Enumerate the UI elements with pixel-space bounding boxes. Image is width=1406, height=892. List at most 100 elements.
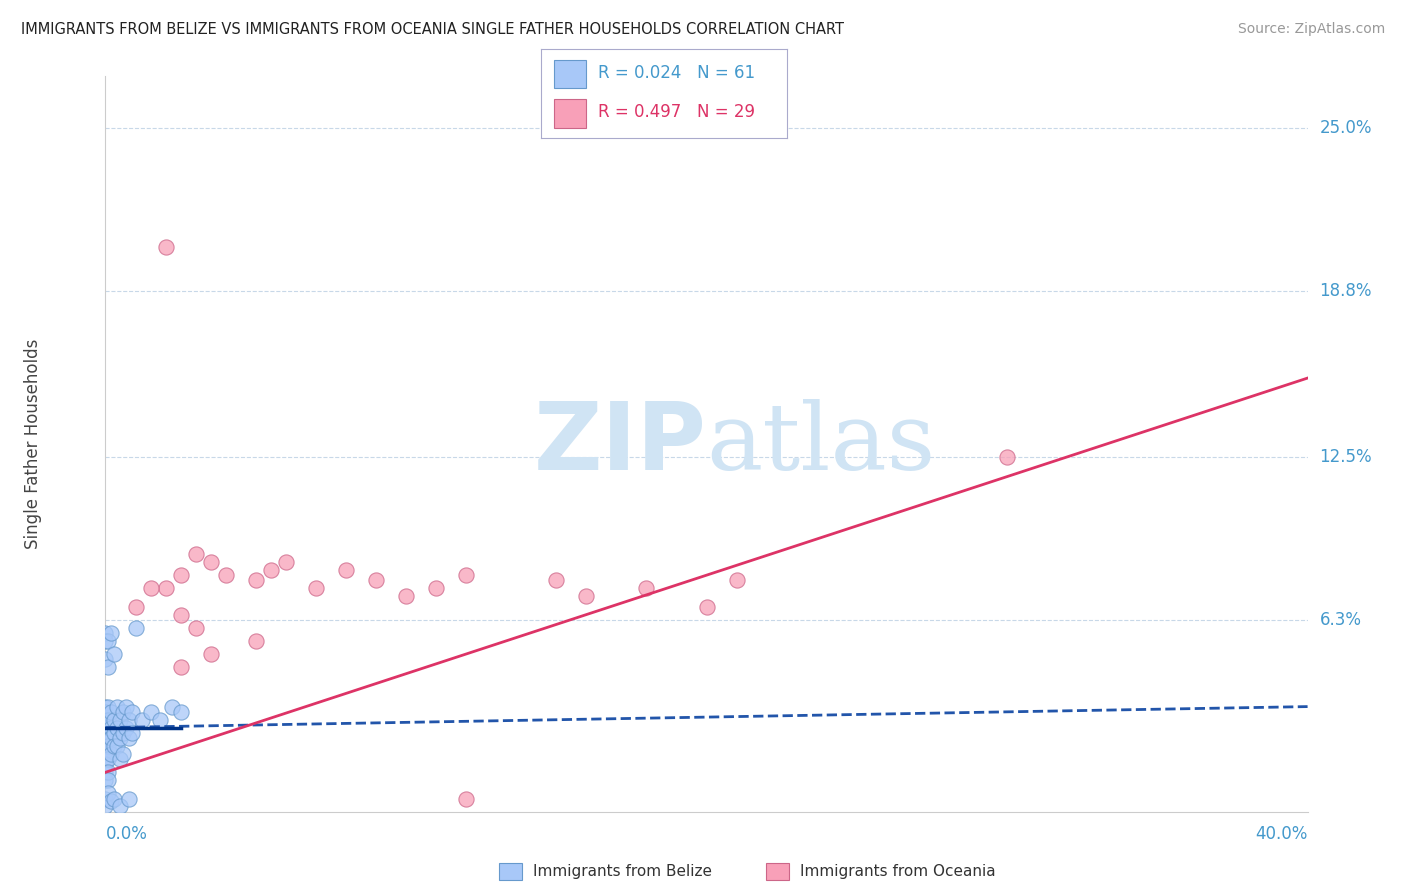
Point <box>124 599 146 614</box>
Point <box>112 726 135 740</box>
Point <box>100 705 122 719</box>
Point <box>103 791 125 805</box>
Point <box>169 568 191 582</box>
Point <box>94 633 117 648</box>
Point <box>94 699 117 714</box>
Point <box>94 705 117 719</box>
Point <box>110 731 132 746</box>
Point <box>94 773 117 788</box>
Text: Single Father Households: Single Father Households <box>24 339 42 549</box>
Point <box>103 739 125 753</box>
Point <box>112 747 135 761</box>
Bar <box>554 99 586 128</box>
Point <box>97 773 120 788</box>
Point <box>155 582 177 596</box>
Point <box>115 699 138 714</box>
Point <box>118 791 141 805</box>
Text: Immigrants from Belize: Immigrants from Belize <box>533 864 711 879</box>
Text: R = 0.024   N = 61: R = 0.024 N = 61 <box>598 64 755 82</box>
Point <box>94 626 117 640</box>
Text: R = 0.497   N = 29: R = 0.497 N = 29 <box>598 103 755 121</box>
Point <box>97 660 120 674</box>
Point <box>245 633 267 648</box>
Point <box>110 799 132 814</box>
Point <box>97 786 120 800</box>
Point <box>214 568 236 582</box>
Point <box>118 713 141 727</box>
Point <box>110 752 132 766</box>
Point <box>184 547 207 561</box>
Point <box>160 699 183 714</box>
Text: IMMIGRANTS FROM BELIZE VS IMMIGRANTS FROM OCEANIA SINGLE FATHER HOUSEHOLDS CORRE: IMMIGRANTS FROM BELIZE VS IMMIGRANTS FRO… <box>21 22 844 37</box>
Text: 25.0%: 25.0% <box>1320 120 1372 137</box>
Text: atlas: atlas <box>707 399 936 489</box>
Point <box>97 633 120 648</box>
Point <box>94 713 117 727</box>
Point <box>725 574 748 588</box>
Point <box>110 713 132 727</box>
Point <box>100 721 122 735</box>
Point <box>260 563 283 577</box>
Text: 40.0%: 40.0% <box>1256 825 1308 843</box>
Point <box>94 721 117 735</box>
Point <box>575 589 598 603</box>
Text: Source: ZipAtlas.com: Source: ZipAtlas.com <box>1237 22 1385 37</box>
Point <box>245 574 267 588</box>
Point <box>155 240 177 254</box>
Point <box>103 726 125 740</box>
Point <box>103 647 125 661</box>
Point <box>107 739 129 753</box>
Point <box>425 582 447 596</box>
Point <box>94 739 117 753</box>
Point <box>100 747 122 761</box>
Point <box>454 791 477 805</box>
Point <box>124 621 146 635</box>
Text: 6.3%: 6.3% <box>1320 611 1361 629</box>
Text: 18.8%: 18.8% <box>1320 283 1372 301</box>
Point <box>139 705 162 719</box>
Point <box>274 555 297 569</box>
Point <box>115 721 138 735</box>
Point <box>305 582 328 596</box>
Point <box>139 582 162 596</box>
Point <box>94 744 117 758</box>
Point <box>107 721 129 735</box>
Text: 12.5%: 12.5% <box>1320 448 1372 466</box>
Point <box>335 563 357 577</box>
Point <box>169 705 191 719</box>
Point <box>112 705 135 719</box>
Point <box>169 607 191 622</box>
Point <box>184 621 207 635</box>
Point <box>121 726 143 740</box>
Point <box>118 731 141 746</box>
Point <box>100 626 122 640</box>
Point <box>97 713 120 727</box>
Point <box>200 647 222 661</box>
Text: Immigrants from Oceania: Immigrants from Oceania <box>800 864 995 879</box>
Bar <box>554 60 586 88</box>
Point <box>546 574 568 588</box>
Point <box>97 699 120 714</box>
Point <box>94 791 117 805</box>
Point <box>121 705 143 719</box>
Point <box>100 731 122 746</box>
Point <box>97 739 120 753</box>
Point <box>148 713 170 727</box>
Point <box>636 582 658 596</box>
Point <box>107 699 129 714</box>
Point <box>97 765 120 780</box>
Point <box>364 574 387 588</box>
Point <box>454 568 477 582</box>
Point <box>103 713 125 727</box>
Text: 0.0%: 0.0% <box>105 825 148 843</box>
Point <box>100 794 122 808</box>
Point <box>200 555 222 569</box>
Point <box>696 599 718 614</box>
Point <box>94 799 117 814</box>
Point <box>94 765 117 780</box>
Point <box>169 660 191 674</box>
Point <box>995 450 1018 464</box>
Point <box>97 752 120 766</box>
Point <box>94 652 117 666</box>
Point <box>94 752 117 766</box>
